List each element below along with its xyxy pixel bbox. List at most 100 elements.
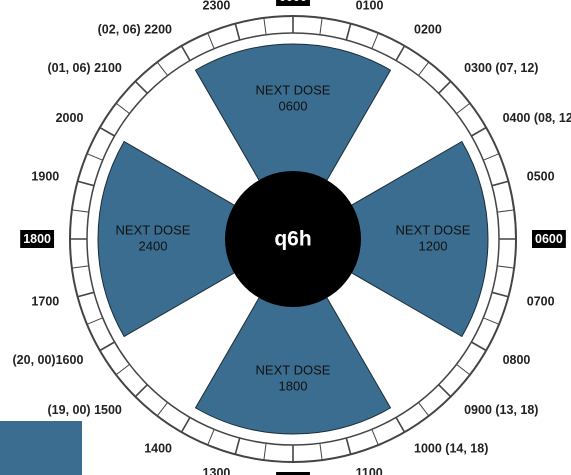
tick (492, 181, 508, 185)
tick (208, 429, 215, 445)
hour-label-text: (20, 00)1600 (13, 353, 84, 367)
tick (456, 103, 469, 113)
tick (439, 385, 451, 397)
dose-label-line2: 2400 (139, 239, 168, 254)
hour-label-5: 0500 (527, 169, 555, 183)
tick (264, 443, 266, 460)
hour-label-6: 0600 (532, 230, 566, 248)
tick (100, 342, 115, 351)
hour-label-8: 0800 (503, 353, 531, 367)
tick (396, 46, 405, 61)
tick (497, 266, 514, 268)
dose-label-line2: 0600 (279, 99, 308, 114)
hour-label-text: 2000 (56, 111, 84, 125)
tick (483, 318, 499, 325)
hour-label-3: 0300 (07, 12) (464, 61, 538, 75)
tick (116, 103, 129, 113)
hour-label-text: 0600 (535, 232, 563, 246)
hour-label-7: 0700 (527, 295, 555, 309)
hour-label-1: 0100 (356, 0, 384, 12)
hour-label-text: 0900 (13, 18) (464, 403, 538, 417)
hour-label-text: 2300 (203, 0, 231, 12)
hour-label-10: 1000 (14, 18) (414, 442, 488, 456)
tick (157, 62, 167, 75)
dose-label-line1: NEXT DOSE (396, 222, 471, 237)
hour-label-4: 0400 (08, 12) (503, 111, 571, 125)
hour-label-21: (01, 06) 2100 (48, 61, 122, 75)
hour-label-18: 1800 (20, 230, 54, 248)
tick (372, 429, 379, 445)
hour-label-22: (02, 06) 2200 (98, 22, 172, 36)
tick (456, 364, 469, 374)
hour-label-text: 1100 (356, 466, 383, 475)
hour-label-17: 1700 (31, 295, 59, 309)
hour-label-text: 0500 (527, 169, 555, 183)
hour-label-text: 0700 (527, 295, 555, 309)
dose-label-line2: 1800 (279, 379, 308, 394)
hour-label-2: 0200 (414, 22, 442, 36)
tick (235, 438, 239, 454)
hour-label-text: 0100 (356, 0, 384, 12)
hour-label-9: 0900 (13, 18) (464, 403, 538, 417)
dose-label-line1: NEXT DOSE (256, 82, 331, 97)
tick (264, 18, 266, 35)
tick (346, 438, 350, 454)
dose-label-line1: NEXT DOSE (256, 362, 331, 377)
tick (72, 266, 89, 268)
tick (418, 62, 428, 75)
hour-label-text: 1300 (203, 466, 231, 475)
hour-label-11: 1100 (356, 466, 383, 475)
hour-label-text: 0200 (414, 22, 442, 36)
hour-label-text: 1700 (31, 295, 59, 309)
tick (418, 402, 428, 415)
hour-label-text: (02, 06) 2200 (98, 22, 172, 36)
tick (157, 402, 167, 415)
hour-label-16: (20, 00)1600 (13, 353, 84, 367)
hour-label-19: 1900 (31, 169, 59, 183)
tick (116, 364, 129, 374)
hour-label-15: (19, 00) 1500 (48, 403, 122, 417)
tick (87, 318, 103, 325)
tick (320, 18, 322, 35)
legend-swatch (0, 421, 82, 475)
tick (497, 210, 514, 212)
tick (471, 342, 486, 351)
hour-label-13: 1300 (203, 466, 231, 475)
tick (346, 24, 350, 40)
hour-label-23: 2300 (203, 0, 231, 12)
tick (492, 292, 508, 296)
tick (483, 154, 499, 161)
hour-label-text: (19, 00) 1500 (48, 403, 122, 417)
hour-label-text: 1900 (31, 169, 59, 183)
tick (78, 292, 94, 296)
tick (208, 33, 215, 49)
tick (135, 81, 147, 93)
center-label: q6h (274, 228, 311, 251)
tick (471, 128, 486, 137)
tick (372, 33, 379, 49)
hour-label-text: 0300 (07, 12) (464, 61, 538, 75)
tick (320, 443, 322, 460)
hour-label-0: 0000 (276, 0, 310, 6)
tick (182, 417, 191, 432)
dose-label-line2: 1200 (419, 239, 448, 254)
hour-label-text: 1400 (144, 442, 172, 456)
hour-label-text: (01, 06) 2100 (48, 61, 122, 75)
tick (182, 46, 191, 61)
dose-label-line1: NEXT DOSE (116, 222, 191, 237)
tick (100, 128, 115, 137)
tick (135, 385, 147, 397)
hour-label-14: 1400 (144, 442, 172, 456)
hour-label-text: 0400 (08, 12) (503, 111, 571, 125)
tick (72, 210, 89, 212)
tick (87, 154, 103, 161)
hour-label-text: 1800 (23, 232, 51, 246)
hour-label-text: 0800 (503, 353, 531, 367)
tick (235, 24, 239, 40)
tick (78, 181, 94, 185)
hour-label-text: 0000 (279, 0, 307, 4)
hour-label-20: 2000 (56, 111, 84, 125)
hour-label-text: 1000 (14, 18) (414, 442, 488, 456)
tick (439, 81, 451, 93)
